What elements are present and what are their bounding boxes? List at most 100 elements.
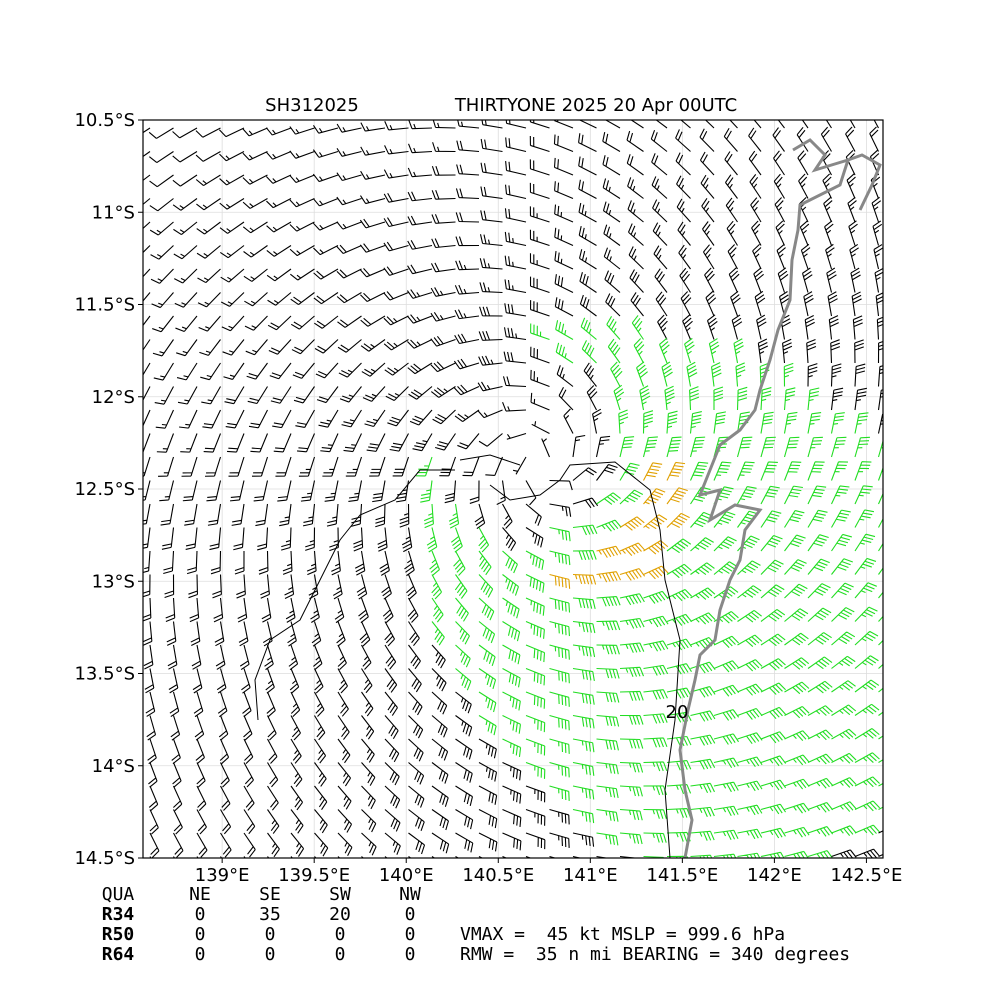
wind-barb: [807, 436, 823, 458]
wind-barb: [453, 358, 480, 370]
wind-barb: [713, 829, 739, 840]
wind-barb: [196, 809, 207, 835]
wind-barb: [807, 412, 822, 434]
wind-barb: [242, 221, 268, 234]
wind-barb: [243, 738, 254, 765]
wind-barb: [384, 809, 401, 832]
wind-barb: [408, 143, 433, 154]
wind-barb: [149, 174, 174, 188]
wind-barb: [337, 315, 362, 328]
wind-barb: [797, 150, 809, 176]
wind-barb: [182, 480, 198, 502]
wind-barb: [831, 849, 857, 858]
wind-barb: [878, 542, 883, 552]
wind-barb: [596, 620, 621, 631]
wind-barb: [238, 621, 249, 647]
wind-barb: [807, 583, 831, 599]
wind-barb: [244, 315, 268, 331]
wind-barb: [267, 809, 280, 834]
y-tick-label: 12°S: [92, 387, 135, 408]
wind-barb: [657, 314, 668, 340]
wind-barb: [198, 315, 221, 332]
wind-barb: [525, 503, 542, 526]
wind-barb: [462, 456, 480, 477]
wind-barb: [825, 120, 832, 129]
wind-barb: [431, 189, 456, 200]
wind-barb: [290, 691, 301, 718]
wind-barb: [713, 536, 737, 552]
wind-barb: [206, 480, 222, 502]
wind-barb: [596, 571, 622, 583]
wind-barb: [241, 668, 251, 694]
wind-barb: [149, 832, 160, 858]
wind-barb: [479, 258, 503, 270]
wind-barb: [143, 362, 151, 376]
wind-barb: [172, 198, 198, 211]
wind-barb: [807, 680, 833, 694]
wind-barb: [218, 127, 245, 138]
wind-barb: [713, 757, 739, 769]
wind-barb: [631, 315, 644, 340]
wind-barb: [261, 597, 272, 623]
wind-barb: [737, 510, 759, 528]
wind-barb: [196, 785, 207, 811]
wind-barb: [343, 433, 362, 453]
wind-barb: [478, 762, 498, 782]
wind-barb: [831, 655, 856, 669]
title-left: SH312025: [265, 95, 359, 116]
wind-barb: [431, 668, 447, 692]
wind-barb: [444, 480, 457, 504]
wind-barb: [300, 480, 316, 502]
wind-barb: [784, 681, 810, 695]
wind-barb: [282, 550, 293, 575]
wind-barb: [432, 409, 456, 425]
wind-barb: [689, 411, 702, 434]
wind-barb: [190, 621, 201, 647]
wind-barb: [148, 127, 174, 139]
wind-barb: [455, 738, 473, 760]
wind-barb: [549, 761, 570, 778]
wind-barb: [619, 832, 643, 845]
wind-barb: [478, 832, 498, 852]
wind-barb: [502, 550, 518, 574]
wind-barb: [831, 607, 855, 622]
wind-barb: [196, 762, 206, 788]
contour: [254, 454, 681, 858]
wind-barb: [845, 126, 856, 152]
wind-barb: [728, 267, 740, 293]
wind-barb: [337, 738, 351, 764]
wind-barb: [191, 644, 202, 670]
wind-barb: [655, 291, 668, 317]
wind-barb: [150, 245, 174, 260]
table-cell: 0: [195, 944, 206, 965]
wind-barb: [152, 339, 174, 357]
wind-barb: [554, 181, 574, 200]
y-tick-label: 14.5°S: [74, 848, 135, 869]
wind-barb: [505, 160, 527, 176]
wind-barb: [849, 243, 859, 270]
wind-barb: [702, 221, 715, 246]
x-tick-label: 140°E: [379, 865, 434, 886]
wind-barb: [737, 804, 763, 816]
wind-barb: [337, 785, 352, 810]
wind-barb: [847, 196, 857, 223]
wind-barb: [479, 282, 503, 294]
wind-barb: [195, 127, 221, 138]
y-tick-label: 11.5°S: [74, 295, 135, 316]
wind-barb: [306, 550, 317, 576]
wind-barb: [854, 461, 872, 481]
wind-barb: [784, 534, 806, 552]
wind-barb: [831, 533, 852, 552]
wind-barb: [807, 753, 834, 765]
wind-barb: [602, 201, 621, 223]
wind-barb: [302, 503, 316, 527]
wind-barb: [878, 735, 883, 740]
table-cell: 0: [195, 924, 206, 945]
wind-barb: [336, 621, 346, 647]
wind-barb: [677, 221, 691, 246]
wind-barb: [650, 129, 668, 152]
wind-barb: [572, 597, 596, 610]
wind-barb: [188, 574, 199, 599]
wind-barb: [361, 762, 376, 786]
